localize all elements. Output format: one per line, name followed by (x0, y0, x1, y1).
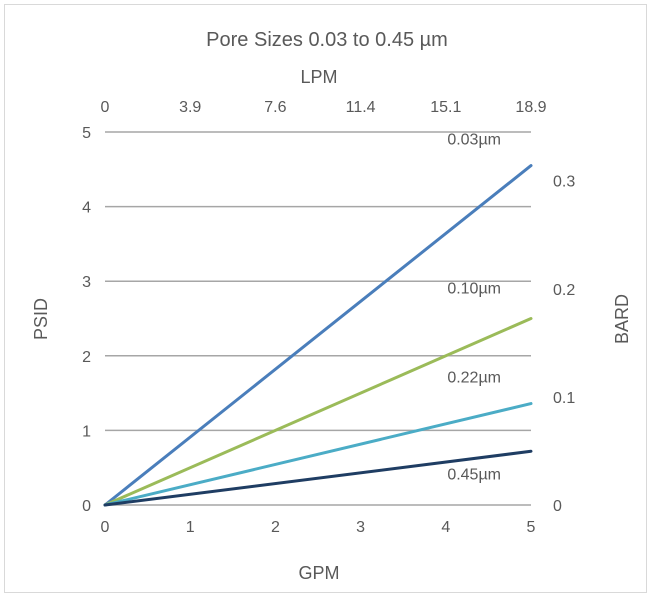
y-axis-title: PSID (31, 298, 51, 340)
chart-title: Pore Sizes 0.03 to 0.45 µm (206, 29, 448, 51)
top-x-tick-label: 3.9 (179, 99, 201, 116)
top-x-tick-label: 7.6 (264, 99, 286, 116)
series-label: 0.10µm (447, 281, 501, 298)
top-x-tick-label: 15.1 (430, 99, 461, 116)
top-x-tick-label: 18.9 (515, 99, 546, 116)
x-tick-label: 2 (271, 519, 280, 536)
series-line-0 (103, 164, 533, 507)
x-tick-label: 4 (441, 519, 450, 536)
right-axis-title: BARD (612, 294, 632, 344)
series-line-1 (103, 317, 533, 507)
right-y-tick-label: 0.3 (553, 174, 575, 191)
top-x-tick-label: 0 (101, 99, 110, 116)
x-tick-label: 3 (356, 519, 365, 536)
y-tick-label: 5 (82, 125, 91, 142)
right-y-tick-label: 0.1 (553, 390, 575, 407)
series-label: 0.03µm (447, 132, 501, 149)
right-y-tick-label: 0.2 (553, 282, 575, 299)
x-tick-label: 0 (101, 519, 110, 536)
right-y-tick-label: 0 (553, 498, 562, 515)
chart-border (4, 4, 647, 593)
series-line-2 (103, 402, 533, 507)
series-label: 0.45µm (447, 466, 501, 483)
y-tick-label: 4 (82, 200, 91, 217)
series-label: 0.22µm (447, 370, 501, 387)
x-tick-label: 5 (527, 519, 536, 536)
series-line-3 (103, 449, 533, 507)
y-tick-label: 0 (82, 498, 91, 515)
top-axis-title: LPM (300, 67, 337, 87)
y-tick-label: 1 (82, 423, 91, 440)
x-tick-label: 1 (186, 519, 195, 536)
top-x-tick-label: 11.4 (346, 99, 376, 116)
y-tick-label: 2 (82, 349, 91, 366)
x-axis-title: GPM (298, 563, 339, 583)
y-tick-label: 3 (82, 274, 91, 291)
